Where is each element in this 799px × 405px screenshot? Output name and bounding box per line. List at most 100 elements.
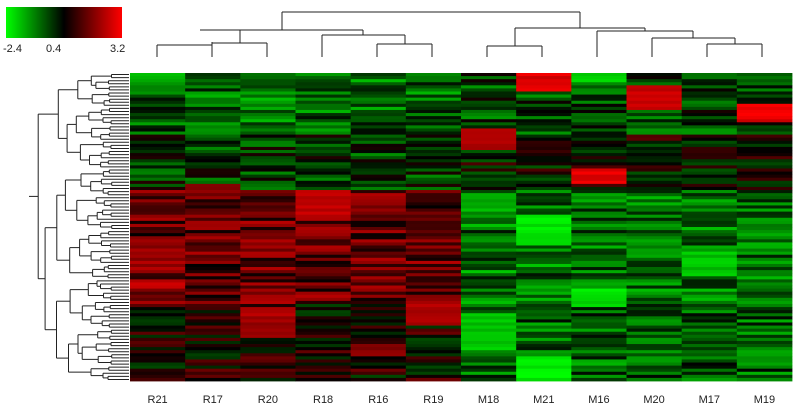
heatmap-cell xyxy=(461,310,517,314)
heatmap-cell xyxy=(571,109,627,114)
heatmap-cell xyxy=(461,227,517,231)
heatmap-cell xyxy=(736,190,793,194)
heatmap-cell xyxy=(571,337,627,342)
heatmap-cell xyxy=(571,122,627,126)
heatmap-cell xyxy=(130,140,186,145)
color-scale-max-label: 3.2 xyxy=(110,43,125,55)
heatmap-cell xyxy=(130,368,186,373)
heatmap-cell xyxy=(350,282,407,286)
heatmap-cell xyxy=(405,79,462,83)
heatmap-cell xyxy=(240,109,296,114)
heatmap-cell xyxy=(571,208,627,212)
heatmap-cell xyxy=(626,322,683,326)
heatmap-cell xyxy=(295,208,352,212)
heatmap-cell xyxy=(295,257,352,262)
heatmap-cell xyxy=(681,109,738,114)
heatmap-cell xyxy=(405,359,462,363)
heatmap-cell xyxy=(626,85,683,89)
heatmap-cell xyxy=(736,113,793,117)
heatmap-cell xyxy=(626,76,683,80)
heatmap-cell xyxy=(185,146,241,151)
heatmap-cell xyxy=(571,103,627,108)
heatmap-cell xyxy=(626,288,683,293)
heatmap-cell xyxy=(350,128,407,132)
heatmap-cell xyxy=(350,125,407,129)
heatmap-cell xyxy=(571,288,627,293)
heatmap-cell xyxy=(350,159,407,163)
heatmap-cell xyxy=(350,347,407,351)
heatmap-cell xyxy=(405,113,462,117)
heatmap-cell xyxy=(130,165,186,169)
heatmap-cell xyxy=(516,109,572,114)
heatmap-cell xyxy=(736,365,793,370)
heatmap-cell xyxy=(295,273,352,277)
heatmap-cell xyxy=(516,214,572,219)
heatmap-cell xyxy=(516,307,572,311)
heatmap-cell xyxy=(736,276,793,280)
heatmap-cell xyxy=(295,291,352,296)
heatmap-cell xyxy=(240,359,296,363)
heatmap-cell xyxy=(461,137,517,142)
heatmap-cell xyxy=(736,254,793,259)
heatmap-cell xyxy=(130,150,186,154)
heatmap-cell xyxy=(516,273,572,277)
heatmap-cell xyxy=(350,285,407,289)
heatmap-cell xyxy=(350,134,407,139)
heatmap-cell xyxy=(516,196,572,200)
heatmap-cell xyxy=(130,340,186,345)
heatmap-cell xyxy=(626,88,683,92)
heatmap-cell xyxy=(516,267,572,271)
heatmap-cell xyxy=(185,322,241,326)
column-label: R17 xyxy=(203,394,223,405)
heatmap-cell xyxy=(516,97,572,102)
heatmap-cell xyxy=(185,325,241,330)
heatmap-cell xyxy=(185,208,241,212)
heatmap-cell xyxy=(736,300,793,305)
heatmap-cell xyxy=(295,362,352,366)
heatmap-cell xyxy=(571,316,627,320)
heatmap-cell xyxy=(571,153,627,157)
heatmap-cell xyxy=(681,377,738,382)
heatmap-cell xyxy=(626,356,683,360)
heatmap-cell xyxy=(736,325,793,330)
heatmap-cell xyxy=(130,276,186,280)
heatmap-cell xyxy=(350,106,407,111)
heatmap-cell xyxy=(571,223,627,228)
heatmap-cell xyxy=(295,356,352,360)
heatmap-cell xyxy=(405,227,462,231)
heatmap-cell xyxy=(240,88,296,92)
heatmap-cell xyxy=(516,334,572,339)
column-label: M20 xyxy=(643,394,664,405)
heatmap-cell xyxy=(461,374,517,379)
heatmap-cell xyxy=(736,165,793,169)
heatmap-cell xyxy=(626,146,683,151)
heatmap-cell xyxy=(350,371,407,376)
heatmap-cell xyxy=(185,91,241,95)
heatmap-cell xyxy=(130,85,186,89)
heatmap-cell xyxy=(295,122,352,126)
heatmap-cell xyxy=(185,276,241,280)
heatmap-cell xyxy=(405,205,462,209)
heatmap-cell xyxy=(185,374,241,379)
heatmap-cell xyxy=(405,88,462,92)
heatmap-cell xyxy=(350,344,407,348)
heatmap-cell xyxy=(185,251,241,256)
heatmap-cell xyxy=(681,82,738,86)
heatmap-cell xyxy=(185,82,241,86)
heatmap-cell xyxy=(461,94,517,99)
heatmap-cell xyxy=(736,239,793,243)
heatmap-cell xyxy=(130,294,186,299)
heatmap-cell xyxy=(681,254,738,259)
heatmap-cell xyxy=(295,310,352,314)
heatmap-cell xyxy=(736,94,793,99)
heatmap-cell xyxy=(571,91,627,95)
heatmap-cell xyxy=(571,134,627,139)
heatmap-cell xyxy=(736,82,793,86)
heatmap-cell xyxy=(626,294,683,299)
heatmap-cell xyxy=(516,183,572,188)
heatmap-cell xyxy=(185,100,241,105)
heatmap-cell xyxy=(295,153,352,157)
heatmap-cell xyxy=(240,150,296,154)
heatmap-cell xyxy=(405,288,462,293)
heatmap-cell xyxy=(626,180,683,185)
